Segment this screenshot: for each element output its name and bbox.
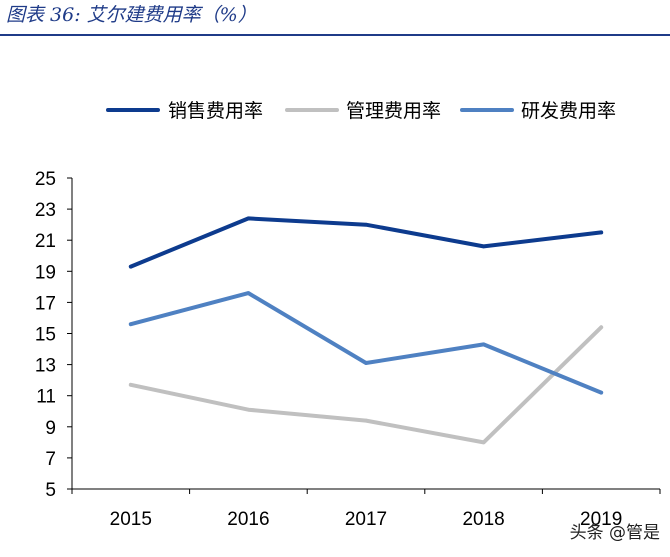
x-tick-label: 2016 xyxy=(227,509,269,530)
data-point xyxy=(481,342,486,347)
chart-legend: 销售费用率 管理费用率 研发费用率 xyxy=(106,100,616,122)
x-tick-label: 2019 xyxy=(580,509,622,530)
data-point xyxy=(246,291,251,295)
title-divider xyxy=(0,34,670,36)
series-line-1 xyxy=(128,325,604,445)
x-tick-label: 2018 xyxy=(462,509,504,530)
data-point xyxy=(599,390,603,395)
y-tick-label: 7 xyxy=(45,449,56,470)
data-point xyxy=(246,216,251,221)
y-tick-label: 25 xyxy=(35,169,56,190)
x-tick-label: 2015 xyxy=(110,509,152,530)
y-tick-label: 13 xyxy=(35,356,56,377)
data-point xyxy=(129,264,133,269)
data-point xyxy=(364,361,368,365)
y-tick-label: 21 xyxy=(35,231,56,252)
legend-label-1: 管理费用率 xyxy=(346,100,441,122)
data-point xyxy=(364,418,368,423)
data-point xyxy=(246,407,251,412)
y-tick-label: 9 xyxy=(45,418,56,439)
y-tick-label: 17 xyxy=(35,293,56,314)
y-tick-label: 23 xyxy=(35,200,56,221)
data-point xyxy=(129,322,133,326)
watermark-text: 头条 @管是 xyxy=(569,523,660,543)
series-line-2 xyxy=(128,291,604,395)
data-point xyxy=(364,222,368,227)
chart-series-lines xyxy=(128,216,604,445)
y-tick-label: 15 xyxy=(35,325,56,346)
data-point xyxy=(481,244,486,249)
data-point xyxy=(481,440,486,445)
legend-label-2: 研发费用率 xyxy=(521,100,616,122)
y-tick-label: 5 xyxy=(45,480,56,501)
data-point xyxy=(129,383,133,387)
data-point xyxy=(599,230,603,235)
data-point xyxy=(599,325,603,330)
chart-axes xyxy=(67,177,661,494)
y-tick-label: 19 xyxy=(35,262,56,283)
chart-tick-labels: 25 23 21 19 17 15 13 11 9 7 5 2015 2016 2017 2018 2019 xyxy=(35,169,622,530)
legend-label-0: 销售费用率 xyxy=(168,100,263,122)
x-tick-label: 2017 xyxy=(345,509,387,530)
figure-title: 图表 36: 艾尔建费用率（%） xyxy=(6,4,257,26)
y-tick-label: 11 xyxy=(36,387,56,408)
